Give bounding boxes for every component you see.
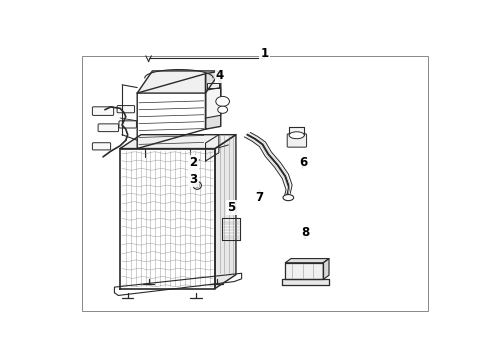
Text: 6: 6 [299,157,308,170]
Polygon shape [221,218,241,240]
Text: 4: 4 [216,69,224,82]
Polygon shape [207,82,219,87]
FancyBboxPatch shape [117,105,135,113]
FancyBboxPatch shape [93,107,114,116]
FancyBboxPatch shape [98,124,119,132]
Ellipse shape [289,132,304,139]
FancyBboxPatch shape [93,143,111,150]
Text: 7: 7 [255,190,264,203]
Polygon shape [137,71,220,93]
Polygon shape [323,258,329,279]
Polygon shape [285,263,323,279]
Text: 1: 1 [260,47,269,60]
FancyBboxPatch shape [119,121,136,128]
Polygon shape [120,149,215,288]
Polygon shape [289,127,304,135]
Polygon shape [206,87,220,118]
Polygon shape [285,258,329,263]
Polygon shape [120,135,236,149]
FancyBboxPatch shape [287,134,307,147]
Circle shape [218,106,227,113]
Ellipse shape [193,181,201,189]
Text: 5: 5 [227,201,236,214]
Circle shape [216,96,229,107]
Text: 3: 3 [189,172,197,185]
Polygon shape [206,135,219,161]
Text: 2: 2 [189,157,197,170]
Polygon shape [137,74,206,149]
Polygon shape [281,279,329,285]
Polygon shape [215,135,236,288]
Polygon shape [206,71,220,129]
Ellipse shape [283,194,294,201]
Text: 8: 8 [301,226,309,239]
